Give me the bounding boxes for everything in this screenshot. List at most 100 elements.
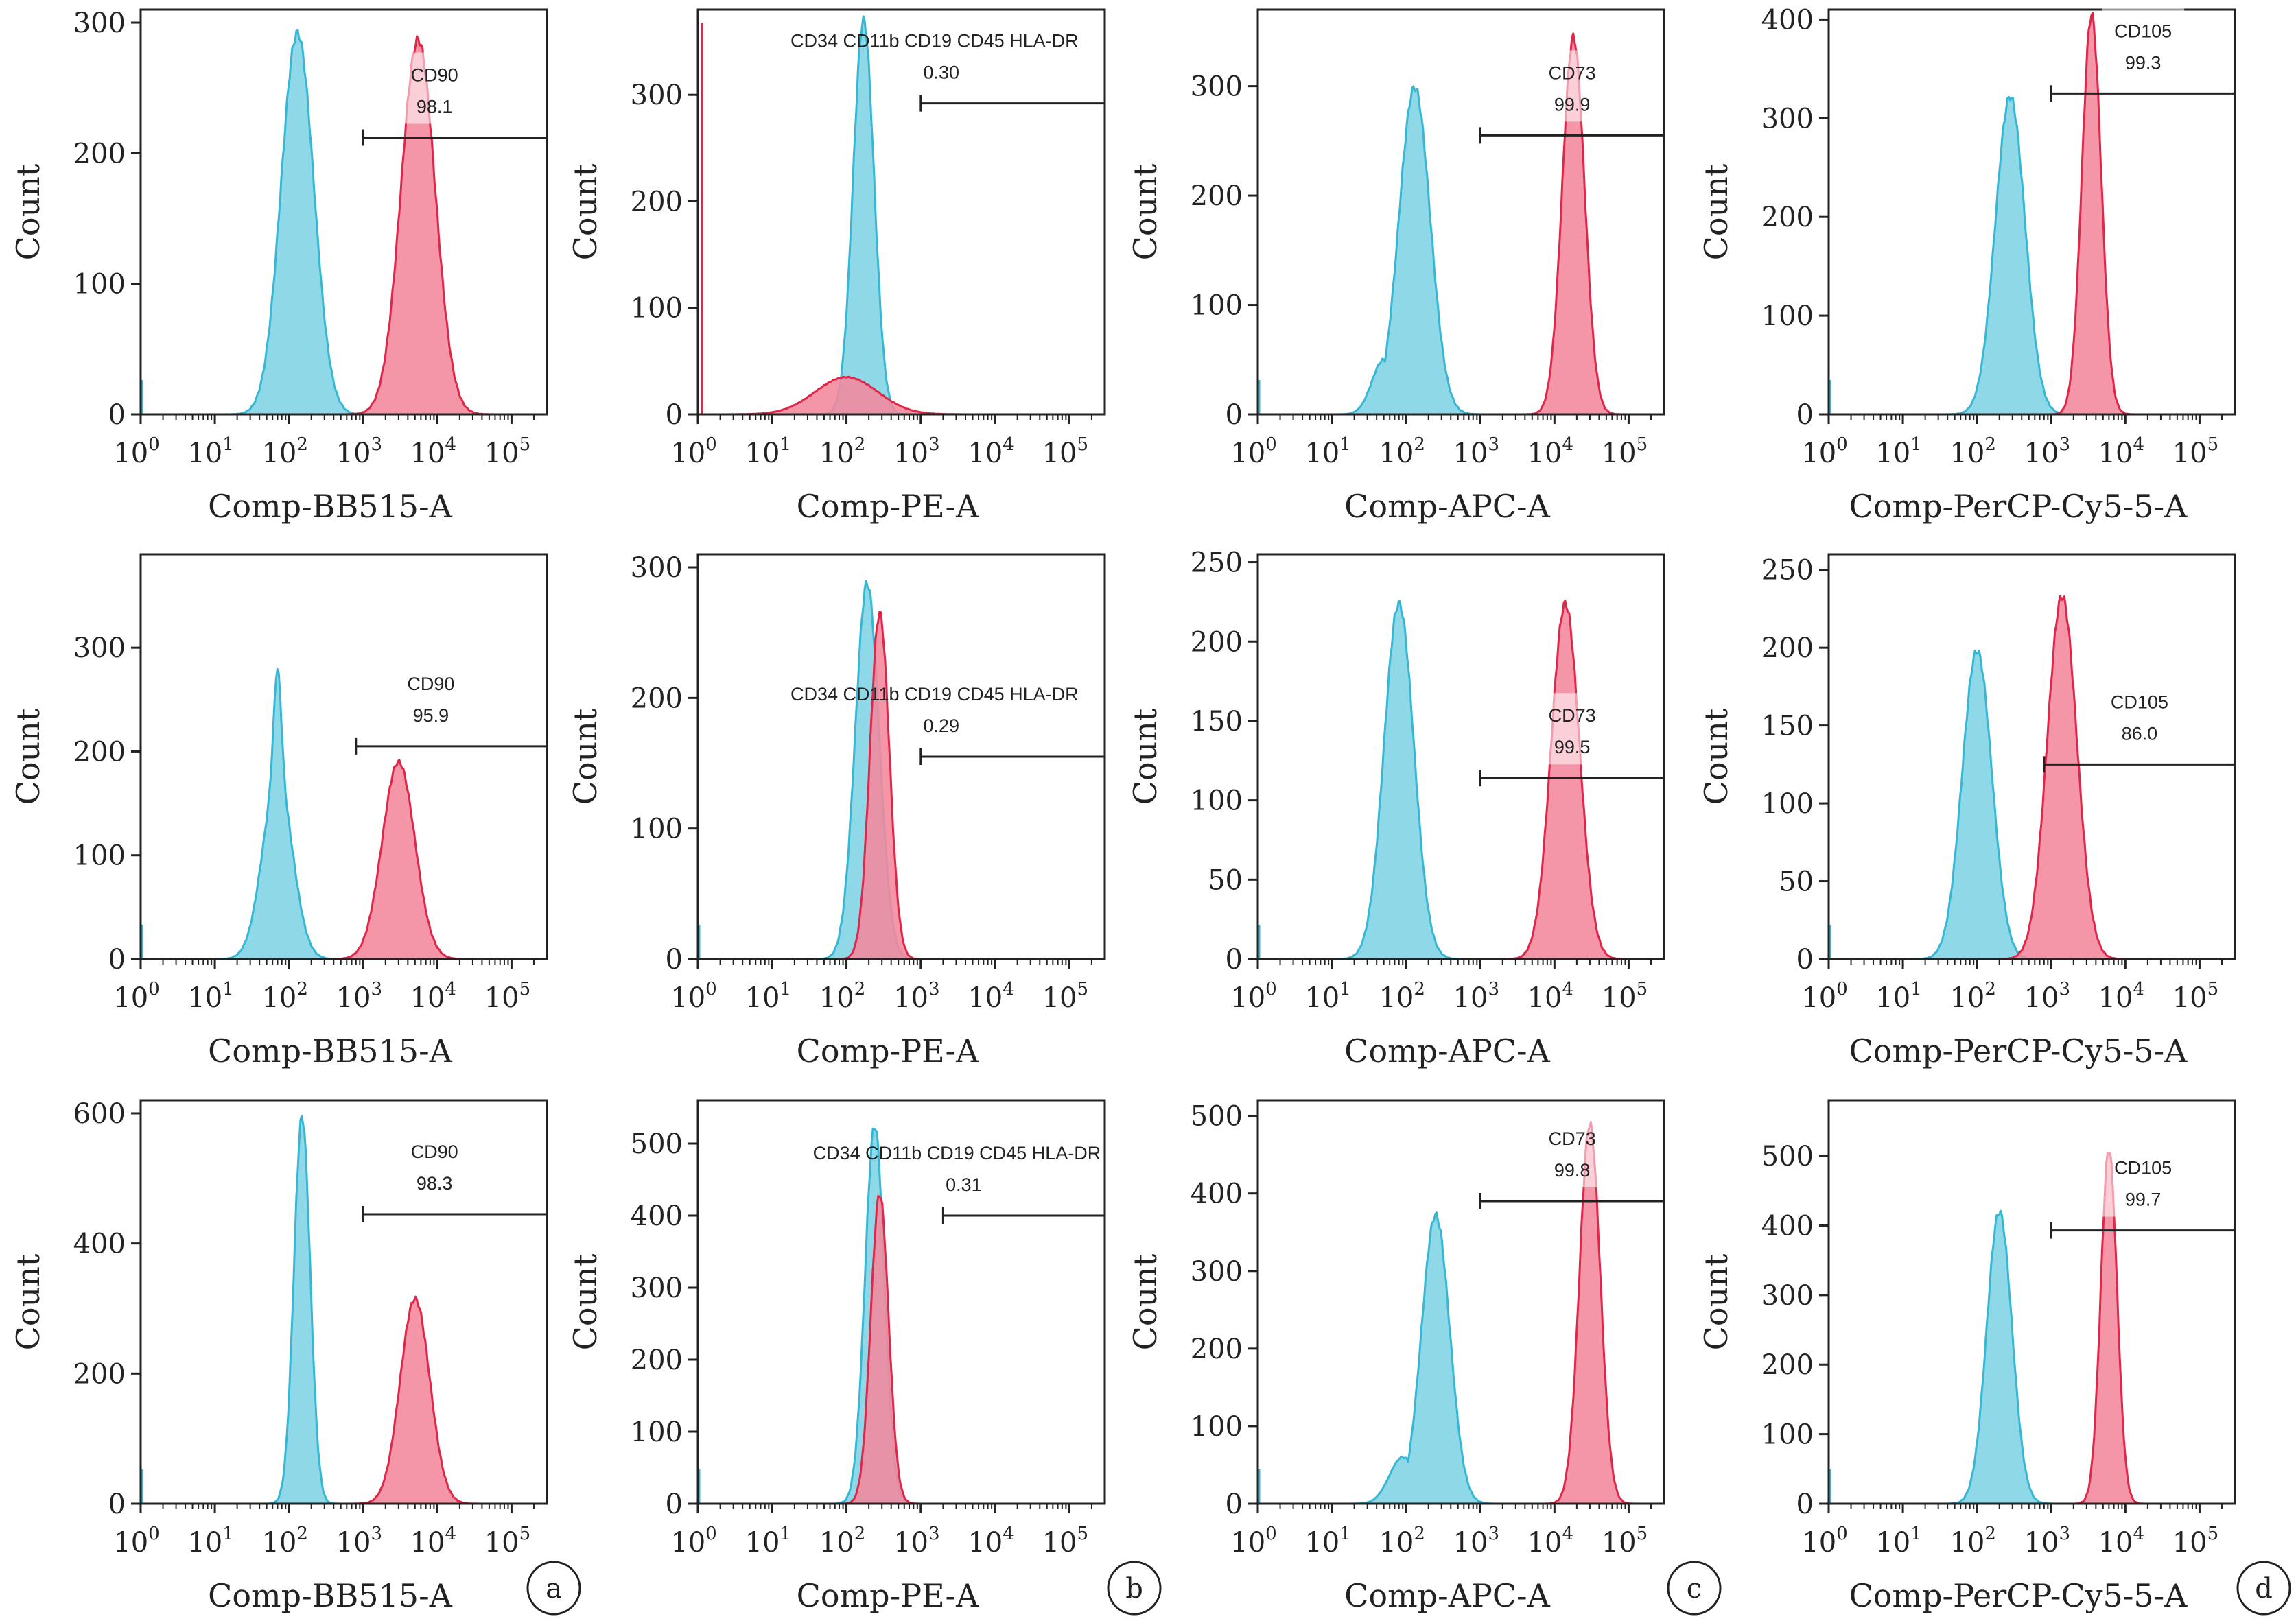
- y-tick-label: 100: [1191, 290, 1243, 322]
- histogram-panel-5: 0 100 200 300 100 101 102 103 104 105 Comp-BB515-A…: [10, 553, 548, 1069]
- panel-letter-circle: [1667, 1561, 1722, 1616]
- x-tick-label: 103: [336, 1524, 382, 1559]
- y-tick-label: 0: [666, 399, 683, 431]
- gate-percent-label: 95.9: [413, 705, 449, 726]
- y-tick-label: 0: [666, 1489, 683, 1520]
- y-tick-label: 150: [1191, 706, 1243, 737]
- y-tick-label: 0: [108, 1489, 126, 1520]
- x-tick-label: 101: [745, 1524, 791, 1559]
- histogram-panel-9: 0 200 400 600 100 101 102 103 104 105 Comp-BB515-A…: [10, 1098, 548, 1614]
- y-tick-label: 200: [1191, 180, 1243, 212]
- y-tick-label: 0: [1796, 944, 1814, 975]
- x-tick-label: 101: [187, 979, 233, 1014]
- x-tick-label: 103: [1453, 979, 1499, 1014]
- x-tick-label: 105: [2172, 979, 2218, 1014]
- x-tick-label: 104: [2098, 1524, 2144, 1559]
- y-tick-label: 100: [1191, 1411, 1243, 1443]
- x-axis-title: Comp-PerCP-Cy5-5-A: [1849, 488, 2188, 525]
- histogram-control-series: [1827, 95, 2236, 416]
- x-tick-label: 100: [113, 434, 159, 469]
- histogram-panel-8: 0 50 100 150 200 250 100 101 102 103 104 105 Comp-Pe…: [1698, 553, 2236, 1069]
- histogram-stained-series: [1827, 595, 2236, 960]
- x-tick-label: 102: [1379, 434, 1425, 469]
- x-tick-label: 101: [1304, 979, 1350, 1014]
- x-tick-label: 104: [410, 979, 456, 1014]
- panel-letter-circle: [1107, 1561, 1162, 1616]
- y-tick-label: 0: [666, 944, 683, 975]
- panel-letter-circle: [526, 1561, 581, 1616]
- panel-letter-b: b: [1107, 1561, 1162, 1616]
- x-tick-label: 105: [1042, 979, 1088, 1014]
- histogram-control-series: [139, 667, 548, 960]
- y-tick-label: 400: [1191, 1179, 1243, 1210]
- panel-letter-circle: [2236, 1561, 2291, 1616]
- gate-marker-label: CD90: [407, 674, 454, 694]
- y-tick-label: 500: [1761, 1141, 1814, 1172]
- y-tick-label: 400: [1761, 4, 1814, 36]
- y-tick-label: 200: [1761, 202, 1814, 233]
- x-axis-title: Comp-BB515-A: [208, 1032, 452, 1069]
- y-axis-title: Count: [1698, 1253, 1735, 1350]
- gate-marker-label: CD34 CD11b CD19 CD45 HLA-DR: [790, 684, 1079, 705]
- plot-frame: [139, 1099, 548, 1505]
- y-axis-title: Count: [10, 1253, 47, 1350]
- histogram-panel-7: 0 50 100 150 200 250 100 101 102 103 104 105 Comp-AP…: [1127, 547, 1665, 1069]
- x-tick-label: 104: [410, 1524, 456, 1559]
- gate-percent-label: 0.29: [924, 715, 960, 736]
- y-tick-label: 400: [1761, 1210, 1814, 1242]
- x-tick-label: 102: [261, 979, 307, 1014]
- x-tick-label: 100: [1801, 1524, 1847, 1559]
- y-tick-label: 300: [631, 1273, 683, 1304]
- x-tick-label: 102: [261, 1524, 307, 1559]
- plot-frame: [1827, 553, 2236, 960]
- gate-percent-label: 0.31: [946, 1174, 982, 1195]
- x-tick-label: 100: [1801, 979, 1847, 1014]
- y-tick-label: 200: [1191, 626, 1243, 658]
- x-tick-label: 100: [113, 979, 159, 1014]
- x-axis-title: Comp-PerCP-Cy5-5-A: [1849, 1577, 2188, 1614]
- y-tick-label: 100: [631, 814, 683, 845]
- y-tick-label: 0: [1226, 399, 1243, 431]
- histogram-panel-12: 0 100 200 300 400 500 100 101 102 103 104 105 Comp-P…: [1698, 1099, 2236, 1614]
- x-tick-label: 103: [336, 979, 382, 1014]
- y-tick-label: 100: [1191, 785, 1243, 817]
- x-tick-label: 105: [1602, 979, 1648, 1014]
- x-tick-label: 101: [1875, 1524, 1921, 1559]
- histogram-control-series: [696, 1127, 1106, 1505]
- histogram-panel-6: 0 100 200 300 100 101 102 103 104 105 Comp-PE-A Cou…: [567, 552, 1106, 1069]
- x-tick-label: 100: [1230, 979, 1276, 1014]
- gate-label-box: [2102, 1145, 2185, 1217]
- x-tick-label: 101: [745, 979, 791, 1014]
- x-tick-label: 104: [410, 434, 456, 469]
- plot-frame: [1827, 1099, 2236, 1505]
- y-tick-label: 50: [1208, 864, 1243, 896]
- x-tick-label: 105: [2172, 434, 2218, 469]
- gate-label-box: [900, 672, 969, 743]
- histogram-stained-series: [139, 1295, 548, 1505]
- gate-label-box: [2098, 679, 2181, 751]
- y-tick-label: 300: [73, 8, 126, 39]
- y-tick-label: 100: [631, 1417, 683, 1448]
- gate-percent-label: 98.3: [417, 1173, 453, 1194]
- gate-label-box: [1537, 693, 1608, 765]
- x-tick-label: 105: [1042, 434, 1088, 469]
- y-tick-label: 500: [1191, 1101, 1243, 1133]
- histogram-control-series: [139, 29, 548, 416]
- histogram-panel-11: 0 100 200 300 400 500 100 101 102 103 104 105 Comp-A…: [1127, 1099, 1665, 1614]
- y-tick-label: 200: [73, 138, 126, 169]
- x-axis-title: Comp-BB515-A: [208, 1577, 452, 1614]
- y-tick-label: 300: [1191, 1256, 1243, 1288]
- gate-label-box: [395, 661, 466, 733]
- gate-percent-label: 86.0: [2122, 723, 2158, 744]
- x-tick-label: 104: [1527, 1524, 1573, 1559]
- x-tick-label: 105: [2172, 1524, 2218, 1559]
- y-axis-title: Count: [567, 163, 604, 260]
- y-axis-title: Count: [1127, 163, 1164, 260]
- gate-percent-label: 99.5: [1554, 737, 1591, 757]
- panel-letter-d: d: [2236, 1561, 2291, 1616]
- x-tick-label: 103: [2024, 1524, 2070, 1559]
